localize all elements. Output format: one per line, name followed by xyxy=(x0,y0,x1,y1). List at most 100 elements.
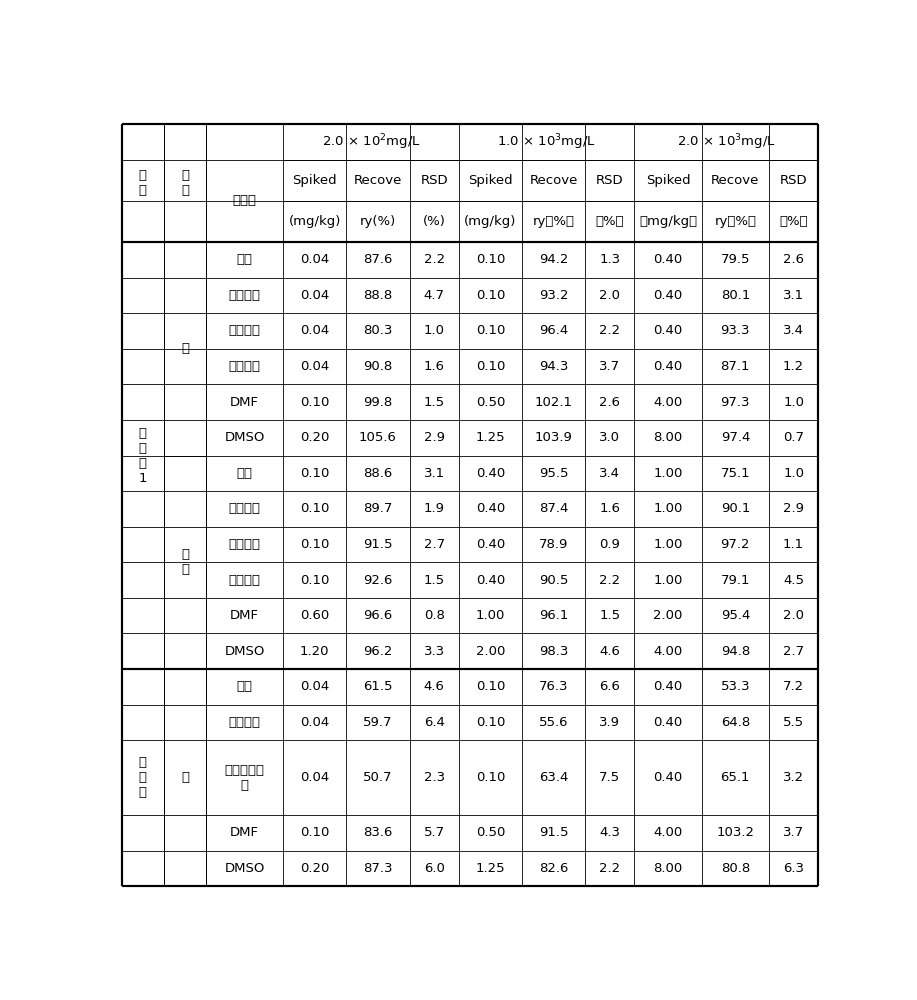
Bar xyxy=(164,456,206,669)
Text: 间二甲苯: 间二甲苯 xyxy=(228,574,260,587)
Text: 1.25: 1.25 xyxy=(476,431,505,444)
Text: 0.8: 0.8 xyxy=(424,609,445,622)
Text: 1.00: 1.00 xyxy=(653,502,682,515)
Text: 土
壤: 土 壤 xyxy=(181,548,189,576)
Text: 80.3: 80.3 xyxy=(363,324,392,337)
Text: 0.10: 0.10 xyxy=(300,538,329,551)
Text: 0.04: 0.04 xyxy=(300,289,329,302)
Text: 7.2: 7.2 xyxy=(783,680,804,693)
Text: 63.4: 63.4 xyxy=(539,771,569,784)
Text: 4.6: 4.6 xyxy=(599,645,620,658)
Text: 2.9: 2.9 xyxy=(424,431,445,444)
Text: 0.10: 0.10 xyxy=(300,502,329,515)
Text: 2.7: 2.7 xyxy=(424,538,445,551)
Text: 0.40: 0.40 xyxy=(653,324,682,337)
Text: 2.2: 2.2 xyxy=(599,574,620,587)
Text: 99.8: 99.8 xyxy=(363,396,392,409)
Text: 83.6: 83.6 xyxy=(363,826,392,839)
Text: Spiked: Spiked xyxy=(293,174,337,187)
Text: 6.0: 6.0 xyxy=(424,862,445,875)
Bar xyxy=(164,242,206,456)
Text: 76.3: 76.3 xyxy=(539,680,569,693)
Text: 0.04: 0.04 xyxy=(300,716,329,729)
Bar xyxy=(164,669,206,886)
Text: 0.9: 0.9 xyxy=(599,538,620,551)
Text: 87.6: 87.6 xyxy=(363,253,392,266)
Text: DMF: DMF xyxy=(230,609,260,622)
Text: 0.04: 0.04 xyxy=(300,253,329,266)
Text: (mg/kg): (mg/kg) xyxy=(289,215,341,228)
Text: 3.3: 3.3 xyxy=(424,645,445,658)
Text: 0.40: 0.40 xyxy=(476,502,505,515)
Text: RSD: RSD xyxy=(779,174,808,187)
Text: 0.40: 0.40 xyxy=(476,538,505,551)
Text: 0.04: 0.04 xyxy=(300,324,329,337)
Text: 1.6: 1.6 xyxy=(599,502,620,515)
Text: Recove: Recove xyxy=(529,174,578,187)
Text: 1.00: 1.00 xyxy=(476,609,505,622)
Text: 4.00: 4.00 xyxy=(653,645,682,658)
Text: 2.00: 2.00 xyxy=(653,609,682,622)
Text: 0.04: 0.04 xyxy=(300,771,329,784)
Text: ry（%）: ry（%） xyxy=(714,215,757,228)
Text: 65.1: 65.1 xyxy=(721,771,750,784)
Text: 1.5: 1.5 xyxy=(424,574,445,587)
Text: 64.8: 64.8 xyxy=(721,716,750,729)
Text: 邻二甲苯: 邻二甲苯 xyxy=(228,289,260,302)
Text: 2.2: 2.2 xyxy=(599,324,620,337)
Text: 94.8: 94.8 xyxy=(721,645,750,658)
Text: 1.0: 1.0 xyxy=(783,467,804,480)
Text: 80.8: 80.8 xyxy=(721,862,750,875)
Text: 0.40: 0.40 xyxy=(653,360,682,373)
Text: 实
施
例
1: 实 施 例 1 xyxy=(138,427,147,485)
Text: 4.00: 4.00 xyxy=(653,396,682,409)
Text: 97.2: 97.2 xyxy=(721,538,750,551)
Text: DMF: DMF xyxy=(230,396,260,409)
Text: 甲苯: 甲苯 xyxy=(237,253,252,266)
Text: 对、间二甲
苯: 对、间二甲 苯 xyxy=(225,764,265,792)
Text: 0.20: 0.20 xyxy=(300,431,329,444)
Text: 6.4: 6.4 xyxy=(424,716,445,729)
Text: 0.10: 0.10 xyxy=(300,396,329,409)
Text: ry(%): ry(%) xyxy=(359,215,396,228)
Text: 53.3: 53.3 xyxy=(721,680,750,693)
Text: 6.3: 6.3 xyxy=(783,862,804,875)
Text: Spiked: Spiked xyxy=(646,174,691,187)
Text: 103.9: 103.9 xyxy=(535,431,572,444)
Text: 邻二甲苯: 邻二甲苯 xyxy=(228,716,260,729)
Text: 1.5: 1.5 xyxy=(599,609,620,622)
Text: Recove: Recove xyxy=(712,174,759,187)
Text: 4.5: 4.5 xyxy=(783,574,804,587)
Text: 79.5: 79.5 xyxy=(721,253,750,266)
Text: 75.1: 75.1 xyxy=(721,467,750,480)
Text: 94.3: 94.3 xyxy=(539,360,569,373)
Text: 1.00: 1.00 xyxy=(653,538,682,551)
Text: 4.7: 4.7 xyxy=(424,289,445,302)
Text: 0.50: 0.50 xyxy=(476,826,505,839)
Text: 55.6: 55.6 xyxy=(539,716,569,729)
Text: 1.25: 1.25 xyxy=(476,862,505,875)
Text: （%）: （%） xyxy=(779,215,808,228)
Text: 2.0 × 10$^{2}$mg/L: 2.0 × 10$^{2}$mg/L xyxy=(322,132,420,152)
Text: DMSO: DMSO xyxy=(225,862,265,875)
Bar xyxy=(122,669,164,886)
Text: 0.10: 0.10 xyxy=(476,680,505,693)
Text: 3.7: 3.7 xyxy=(599,360,620,373)
Text: 水: 水 xyxy=(181,771,189,784)
Text: DMF: DMF xyxy=(230,826,260,839)
Text: 5.7: 5.7 xyxy=(424,826,445,839)
Text: 97.4: 97.4 xyxy=(721,431,750,444)
Text: (mg/kg): (mg/kg) xyxy=(464,215,516,228)
Text: 2.0 × 10$^{3}$mg/L: 2.0 × 10$^{3}$mg/L xyxy=(677,132,776,152)
Text: 59.7: 59.7 xyxy=(363,716,392,729)
Text: ry（%）: ry（%） xyxy=(533,215,575,228)
Text: 89.7: 89.7 xyxy=(363,502,392,515)
Text: 0.10: 0.10 xyxy=(300,826,329,839)
Text: 4.00: 4.00 xyxy=(653,826,682,839)
Text: 2.7: 2.7 xyxy=(783,645,804,658)
Text: 0.40: 0.40 xyxy=(476,574,505,587)
Text: 90.8: 90.8 xyxy=(363,360,392,373)
Text: 3.0: 3.0 xyxy=(599,431,620,444)
Text: 2.00: 2.00 xyxy=(476,645,505,658)
Text: 1.3: 1.3 xyxy=(599,253,620,266)
